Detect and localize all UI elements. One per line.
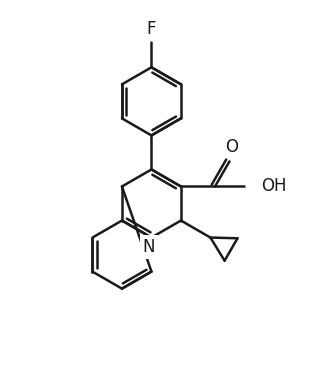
Text: O: O: [225, 138, 238, 156]
Text: F: F: [147, 20, 156, 38]
Text: N: N: [143, 238, 155, 256]
Text: OH: OH: [261, 177, 286, 195]
